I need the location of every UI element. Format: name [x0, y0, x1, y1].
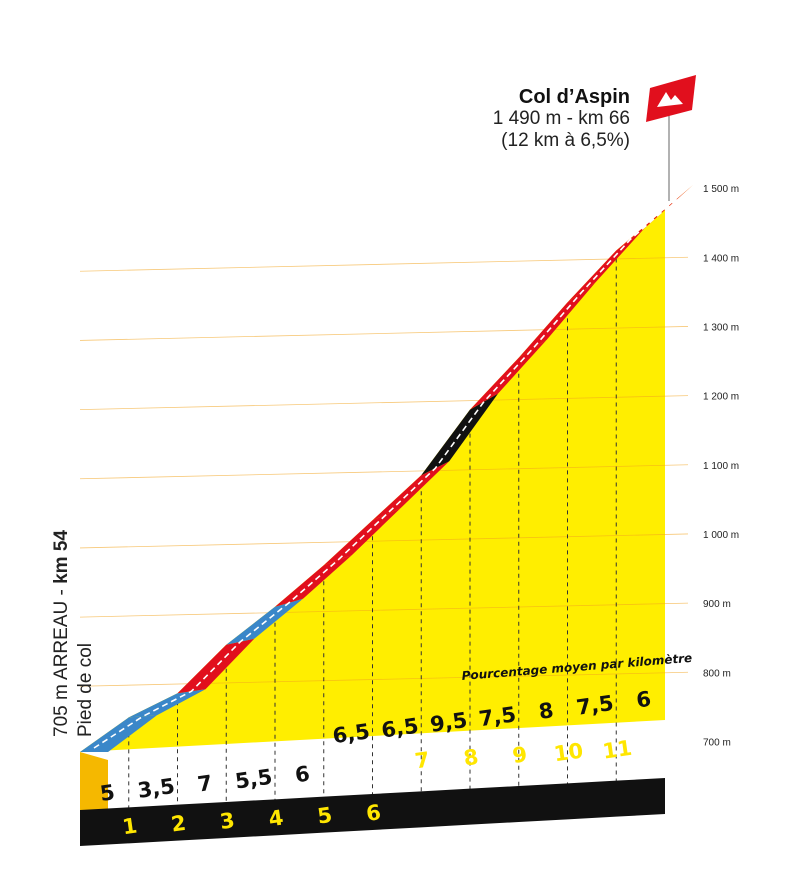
- road-segment: [567, 228, 645, 303]
- grade-label: 3,5: [136, 774, 176, 803]
- gridline: [79, 464, 689, 480]
- gridline: [79, 326, 689, 341]
- grade-label: 6,5: [331, 719, 371, 748]
- start-note: Pied de col: [75, 642, 96, 737]
- grade-label: 6: [293, 762, 311, 788]
- start-label: 705 m ARREAU - km 54 Pied de col: [50, 530, 98, 737]
- km-label: 4: [267, 806, 285, 832]
- gridline: [79, 256, 689, 272]
- grade-label: 8: [537, 698, 555, 724]
- side-face: [80, 752, 108, 824]
- altitude-tick-label: 1 400 m: [703, 253, 739, 264]
- gridline: [79, 602, 689, 618]
- road-segment: [177, 638, 255, 694]
- grade-label: 7,5: [575, 691, 615, 720]
- km-label: 9: [511, 742, 529, 768]
- start-prefix: 705 m ARREAU -: [51, 583, 72, 737]
- altitude-axis: 700 m 800 m 900 m 1 000 m 1 100 m 1 200 m 1 30…: [703, 184, 739, 748]
- gridline: [79, 533, 689, 549]
- grade-label: 7: [196, 771, 214, 797]
- start-line: 705 m ARREAU - km 54: [50, 530, 74, 737]
- gradient-band: [80, 778, 665, 846]
- summit-label: Col d’Aspin 1 490 m - km 66 (12 km à 6,5…: [493, 86, 630, 152]
- summit-name: Col d’Aspin: [518, 86, 630, 108]
- grade-label: 6: [635, 687, 653, 713]
- km-label: 3: [218, 808, 236, 834]
- start-km: km 54: [51, 530, 72, 584]
- km-label: 6: [365, 800, 383, 826]
- altitude-tick-label: 1 500 m: [703, 184, 739, 195]
- gridline: [79, 671, 689, 687]
- km-label: 10: [552, 738, 584, 766]
- km-label: 8: [462, 745, 480, 771]
- grade-label: 9,5: [429, 708, 469, 737]
- km-label: 5: [316, 803, 334, 829]
- altitude-gridlines: [79, 256, 689, 810]
- grade-label: 5: [98, 780, 116, 806]
- road-segment: [80, 715, 157, 752]
- road-segment: [275, 555, 352, 607]
- flag-icon: [646, 75, 696, 122]
- data-labels: 5 3,5 7 5,5 66,5 6,5 9,5 7,5 8 7,5 61 2 3 4 5 67 8 9 10 11: [98, 687, 652, 839]
- km-label: 7: [413, 748, 431, 774]
- summit-climb: (12 km à 6,5%): [501, 130, 630, 151]
- altitude-tick-label: 800 m: [703, 668, 731, 679]
- altitude-tick-label: 1 100 m: [703, 461, 739, 472]
- km-label: 2: [170, 811, 188, 837]
- gradient-road: [80, 185, 693, 752]
- altitude-tick-label: 700 m: [703, 737, 731, 748]
- summit-flag: [646, 75, 696, 201]
- km-band: [80, 778, 665, 846]
- altitude-tick-label: 1 200 m: [703, 392, 739, 403]
- altitude-tick-label: 900 m: [703, 599, 731, 610]
- grade-label: 5,5: [234, 765, 274, 794]
- gridline: [79, 395, 689, 410]
- road-centerline: [93, 196, 680, 749]
- km-label: 11: [601, 736, 633, 764]
- grade-label: 6,5: [380, 714, 420, 743]
- altitude-tick-label: 1 300 m: [703, 322, 739, 333]
- km-label: 1: [121, 814, 139, 840]
- grade-label: 7,5: [477, 702, 517, 731]
- mountain-icon: [657, 92, 683, 107]
- summit-detail: 1 490 m - km 66: [492, 108, 630, 129]
- altitude-tick-label: 1 000 m: [703, 530, 739, 541]
